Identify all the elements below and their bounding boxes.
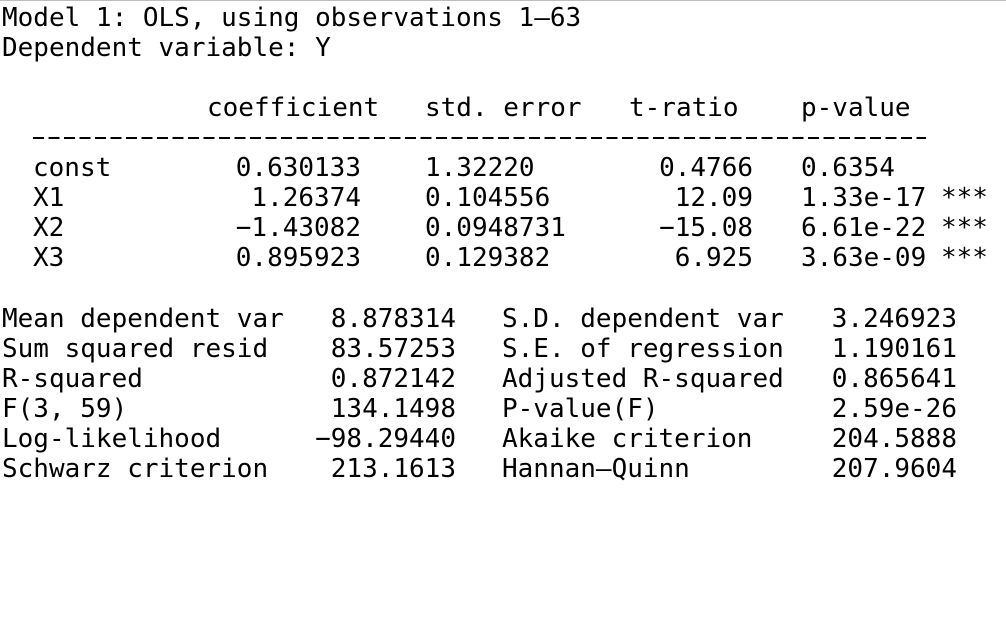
stat-label: Schwarz criterion xyxy=(2,454,269,484)
column-header-p-value: p-value xyxy=(801,93,911,123)
stat-label: R-squared xyxy=(2,364,143,394)
row-t-ratio: 12.09 xyxy=(674,183,753,213)
table-row: X1 1.26374 0.104556 12.09 1.33e-17 *** xyxy=(0,183,1006,213)
row-name: X3 xyxy=(33,243,65,273)
column-header-std-error: std. error xyxy=(425,93,582,123)
row-coefficient: 0.895923 xyxy=(235,243,361,273)
model-title-text: Model 1: OLS, using observations 1–63 xyxy=(2,3,582,33)
stat-value: 213.1613 xyxy=(330,454,456,484)
stat-value: 204.5888 xyxy=(831,424,957,454)
table-row: X3 0.895923 0.129382 6.925 3.63e-09 *** xyxy=(0,243,1006,273)
row-p-value: 3.63e-09 xyxy=(801,243,927,273)
stat-value: 1.190161 xyxy=(831,334,957,364)
coefficient-table-header: coefficient std. error t-ratio p-value xyxy=(0,93,1006,123)
row-significance-stars: *** xyxy=(941,213,988,243)
stat-label: F(3, 59) xyxy=(2,394,128,424)
stat-value: 8.878314 xyxy=(330,304,456,334)
row-p-value: 6.61e-22 xyxy=(801,213,927,243)
stat-value: 134.1498 xyxy=(330,394,456,424)
stat-label: Mean dependent var xyxy=(2,304,284,334)
stat-label: P-value(F) xyxy=(502,394,659,424)
row-t-ratio: −15.08 xyxy=(659,213,753,243)
stats-row: Log-likelihood −98.29440 Akaike criterio… xyxy=(0,424,1006,454)
row-name: X1 xyxy=(33,183,65,213)
stat-value: −98.29440 xyxy=(315,424,456,454)
stat-label: S.D. dependent var xyxy=(502,304,784,334)
top-border xyxy=(0,0,1006,1)
stat-value: 83.57253 xyxy=(330,334,456,364)
row-t-ratio: 0.4766 xyxy=(659,153,753,183)
row-coefficient: −1.43082 xyxy=(235,213,361,243)
stats-row: F(3, 59) 134.1498 P-value(F) 2.59e-26 xyxy=(0,394,1006,424)
stats-row: R-squared 0.872142 Adjusted R-squared 0.… xyxy=(0,364,1006,394)
row-significance-stars: *** xyxy=(941,183,988,213)
stat-label: S.E. of regression xyxy=(502,334,784,364)
stat-label: Akaike criterion xyxy=(502,424,753,454)
stat-value: 0.865641 xyxy=(831,364,957,394)
row-t-ratio: 6.925 xyxy=(674,243,753,273)
row-std-error: 0.0948731 xyxy=(425,213,566,243)
stat-value: 3.246923 xyxy=(831,304,957,334)
stat-value: 0.872142 xyxy=(330,364,456,394)
row-p-value: 1.33e-17 xyxy=(801,183,927,213)
table-row: X2 −1.43082 0.0948731 −15.08 6.61e-22 **… xyxy=(0,213,1006,243)
stat-label: Hannan–Quinn xyxy=(502,454,690,484)
stat-value: 2.59e-26 xyxy=(831,394,957,424)
stat-value: 207.9604 xyxy=(831,454,957,484)
row-coefficient: 1.26374 xyxy=(251,183,361,213)
stat-label: Adjusted R-squared xyxy=(502,364,784,394)
stat-label: Sum squared resid xyxy=(2,334,269,364)
dependent-variable-line: Dependent variable: Y xyxy=(0,33,1006,63)
stats-row: Schwarz criterion 213.1613 Hannan–Quinn … xyxy=(0,454,1006,484)
row-std-error: 0.129382 xyxy=(425,243,551,273)
stats-row: Mean dependent var 8.878314 S.D. depende… xyxy=(0,304,1006,334)
row-std-error: 1.32220 xyxy=(425,153,535,183)
dependent-variable-text: Dependent variable: Y xyxy=(2,33,331,63)
table-row: const 0.630133 1.32220 0.4766 0.6354 xyxy=(0,153,1006,183)
table-header-divider xyxy=(33,137,926,139)
column-header-t-ratio: t-ratio xyxy=(629,93,739,123)
column-header-coefficient: coefficient xyxy=(207,93,380,123)
stat-label: Log-likelihood xyxy=(2,424,222,454)
row-p-value: 0.6354 xyxy=(801,153,895,183)
row-name: const xyxy=(33,153,112,183)
row-coefficient: 0.630133 xyxy=(235,153,361,183)
row-name: X2 xyxy=(33,213,65,243)
stats-row: Sum squared resid 83.57253 S.E. of regre… xyxy=(0,334,1006,364)
model-title: Model 1: OLS, using observations 1–63 xyxy=(0,3,1006,33)
row-significance-stars: *** xyxy=(941,243,988,273)
row-std-error: 0.104556 xyxy=(425,183,551,213)
